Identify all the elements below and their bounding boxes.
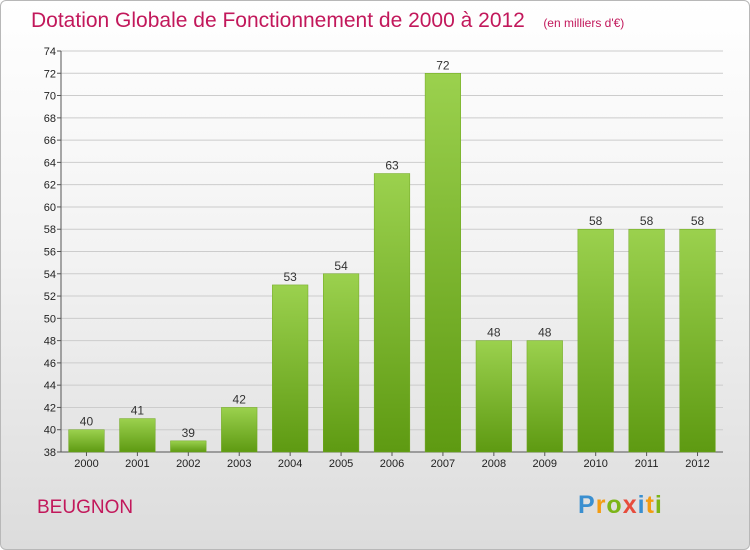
y-tick-label: 70	[44, 91, 56, 103]
bar-2000	[68, 429, 105, 453]
y-tick-label: 52	[44, 291, 56, 303]
x-tick-label-2005: 2005	[329, 458, 353, 470]
data-label-2002: 39	[182, 426, 196, 440]
data-label-2005: 54	[334, 259, 348, 273]
y-tick-label: 46	[44, 358, 56, 370]
y-tick-label: 50	[44, 313, 56, 325]
logo-letter: r	[595, 491, 607, 519]
logo-letter: P	[578, 491, 596, 519]
logo-letter: i	[654, 491, 663, 519]
data-label-2009: 48	[538, 326, 552, 340]
logo-letter: o	[606, 491, 623, 519]
bar-2007	[424, 73, 461, 453]
y-tick-label: 74	[44, 46, 56, 58]
data-label-2000: 40	[80, 415, 94, 429]
logo-letter: x	[622, 491, 638, 519]
data-label-2007: 72	[436, 58, 450, 72]
bar-2001	[119, 418, 156, 453]
chart-header: Dotation Globale de Fonctionnement de 20…	[31, 9, 624, 33]
y-tick-label: 56	[44, 247, 56, 259]
chart-subtitle: (en milliers d'€)	[543, 16, 625, 30]
x-tick-label-2010: 2010	[583, 458, 607, 470]
x-tick-label-2003: 2003	[227, 458, 251, 470]
data-label-2001: 41	[131, 404, 145, 418]
data-label-2003: 42	[233, 392, 247, 406]
y-tick-label: 62	[44, 180, 56, 192]
x-tick-label-2011: 2011	[635, 458, 659, 470]
data-label-2011: 58	[640, 214, 654, 228]
x-tick-label-2000: 2000	[74, 458, 98, 470]
bar-2009	[526, 340, 563, 453]
chart-title: Dotation Globale de Fonctionnement de 20…	[31, 9, 525, 32]
commune-name: BEUGNON	[37, 497, 134, 518]
logo-letter: t	[645, 491, 655, 519]
bar-2006	[373, 173, 411, 453]
y-tick-label: 72	[44, 68, 56, 80]
x-tick-label-2009: 2009	[533, 458, 557, 470]
bar-2002	[170, 440, 207, 453]
x-tick-label-2007: 2007	[431, 458, 455, 470]
x-tick-label-2006: 2006	[380, 458, 404, 470]
x-tick-label-2004: 2004	[278, 458, 302, 470]
bar-2010	[577, 228, 614, 453]
bar-2005	[323, 273, 360, 453]
bar-2004	[272, 284, 309, 453]
y-tick-label: 44	[44, 380, 56, 392]
bar-2011	[628, 228, 665, 453]
y-tick-label: 40	[44, 425, 56, 437]
data-label-2010: 58	[589, 214, 603, 228]
bar-2008	[475, 340, 512, 453]
y-tick-label: 38	[44, 447, 56, 459]
logo-letter: i	[637, 491, 646, 519]
data-label-2006: 63	[385, 159, 399, 173]
y-tick-label: 68	[44, 113, 56, 125]
data-label-2004: 53	[283, 270, 297, 284]
labels: 40 2000 41 2001 39 2002 42 2003 53 2004 54 2005 63 20…	[74, 58, 710, 470]
x-tick-label-2012: 2012	[685, 458, 709, 470]
y-tick-label: 66	[44, 135, 56, 147]
x-tick-label-2002: 2002	[176, 458, 200, 470]
data-label-2008: 48	[487, 326, 501, 340]
y-tick-label: 60	[44, 202, 56, 214]
y-tick-label: 54	[44, 269, 56, 281]
y-tick-label: 42	[44, 402, 56, 414]
bar-2012	[679, 228, 716, 453]
y-tick-label: 58	[44, 224, 56, 236]
y-tick-label: 64	[44, 157, 56, 169]
x-tick-label-2001: 2001	[125, 458, 149, 470]
bar-2003	[221, 407, 258, 453]
proxiti-logo: Proxiti	[578, 491, 663, 520]
x-tick-label-2008: 2008	[482, 458, 506, 470]
bars	[68, 73, 716, 453]
data-label-2012: 58	[691, 214, 705, 228]
y-tick-label: 48	[44, 336, 56, 348]
